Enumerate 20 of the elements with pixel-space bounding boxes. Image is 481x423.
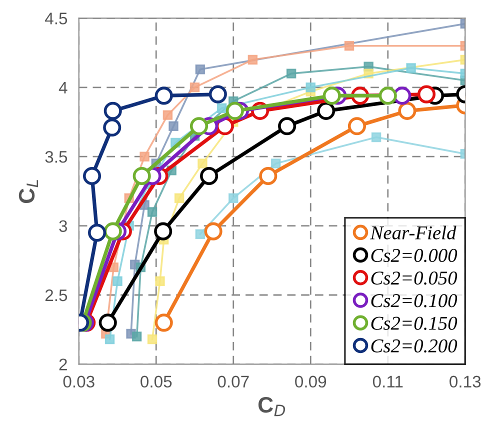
y-tick-label: 4 — [58, 82, 68, 94]
y-tick-label: 4.5 — [44, 12, 68, 24]
x-tick-label: 0.07 — [218, 376, 249, 388]
legend-label: Cs2=0.150 — [371, 316, 458, 330]
y-tick-label: 3.5 — [45, 150, 68, 163]
y-axis-title: C$_{L}$ — [18, 180, 38, 204]
x-tick-label: 0.13 — [450, 376, 481, 388]
legend-label: Cs2=0.000 — [371, 248, 458, 262]
x-axis-title: C$_{D}$ — [258, 396, 286, 416]
y-tick-label: 2.5 — [45, 289, 68, 302]
y-tick-label: 3 — [59, 220, 68, 232]
x-tick-label: 0.03 — [63, 376, 94, 388]
legend-label: Near-Field — [370, 226, 456, 240]
x-tick-label: 0.05 — [140, 376, 172, 388]
legend-label: Cs2=0.100 — [371, 294, 458, 308]
legend-label: Cs2=0.200 — [371, 339, 458, 353]
x-tick-label: 0.09 — [295, 376, 326, 388]
x-tick-label: 0.11 — [372, 376, 403, 388]
legend-label: Cs2=0.050 — [371, 272, 458, 285]
y-tick-label: 2 — [59, 358, 67, 370]
